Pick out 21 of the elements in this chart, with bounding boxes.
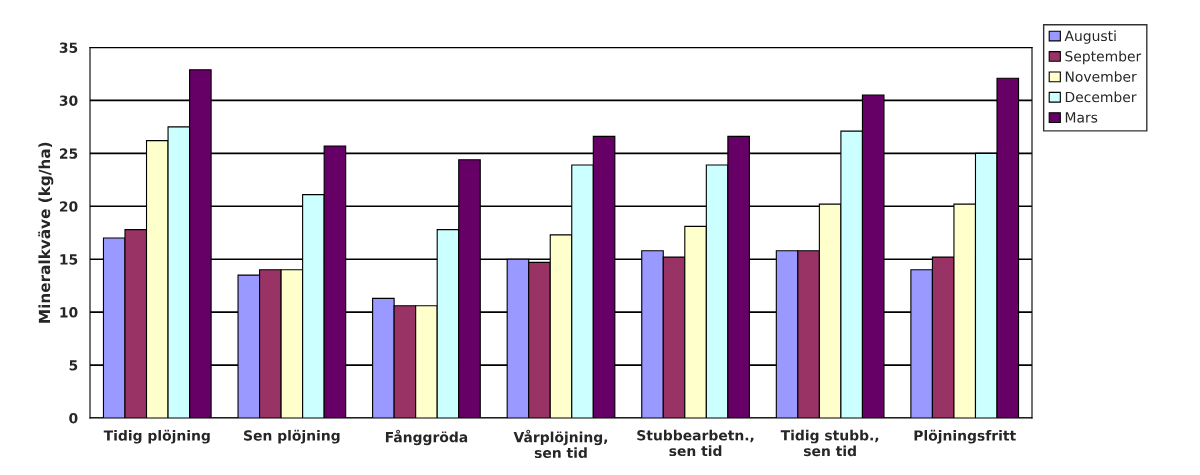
legend-label: December	[1065, 91, 1137, 103]
legend-label: Mars	[1065, 112, 1098, 123]
x-tick-label: Stubbearbetn., sen tid	[637, 429, 754, 457]
x-tick-label: Tidig plöjning	[103, 429, 210, 444]
x-tick-label: Sen plöjning	[244, 429, 340, 444]
y-tick-label: 35	[59, 42, 78, 53]
x-tick-label: Plöjningsfritt	[914, 429, 1016, 444]
legend-label: November	[1065, 71, 1137, 82]
x-tick-label: Tidig stubb., sen tid	[780, 429, 879, 457]
y-tick-label: 0	[69, 412, 78, 424]
y-tick-label: 30	[59, 95, 78, 106]
y-tick-label: 20	[59, 201, 78, 212]
y-tick-label: 25	[59, 148, 78, 159]
x-tick-label: Fånggröda	[385, 429, 468, 446]
y-tick-label: 5	[69, 360, 78, 371]
legend-label: Augusti	[1064, 30, 1116, 44]
y-axis-title: Mineralkväve (kg/ha)	[38, 142, 54, 323]
y-tick-label: 10	[60, 307, 78, 318]
legend-label: September	[1065, 50, 1142, 65]
y-tick-label: 15	[60, 254, 78, 265]
x-tick-label: Vårplöjning, sen tid	[513, 429, 608, 458]
